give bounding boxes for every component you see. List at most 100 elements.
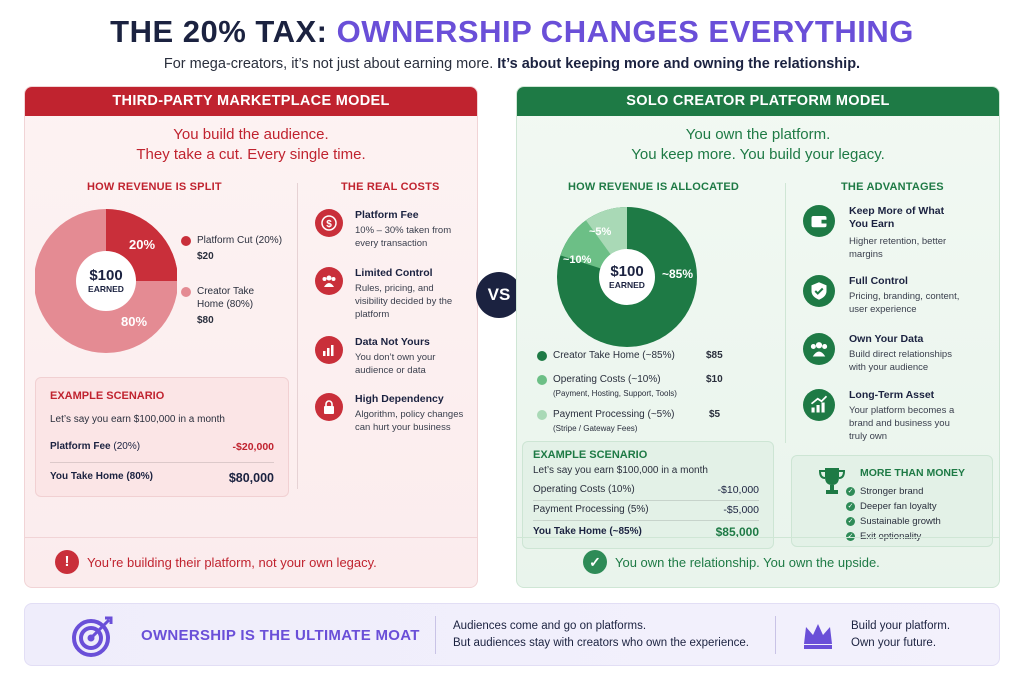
pie-center-label: $100 EARNED — [597, 263, 657, 290]
scenario-heading: EXAMPLE SCENARIO — [533, 449, 648, 461]
banner-right-line-2: Own your future. — [851, 637, 937, 649]
solo-heading: SOLO CREATOR PLATFORM MODEL — [517, 87, 999, 116]
check-icon: ✓ — [846, 532, 855, 541]
solo-footer: ✓ You own the relationship. You own the … — [517, 537, 999, 587]
scenario-row-take-home: You Take Home (~85%) — [533, 526, 642, 537]
banner-divider — [775, 616, 776, 654]
legend-creator-take-home: Creator Take Home (80%) $80 — [181, 285, 273, 327]
scenario-separator — [50, 462, 274, 463]
check-icon: ✓ — [846, 487, 855, 496]
scenario-separator — [533, 500, 759, 501]
revenue-allocation-pie — [557, 207, 697, 347]
pie-hole — [599, 249, 655, 305]
creator-slice-pct: ~85% — [662, 267, 694, 281]
row-label: Platform Fee — [50, 441, 111, 452]
scenario-intro: Let’s say you earn $100,000 in a month — [533, 465, 708, 476]
more-than-money-heading: MORE THAN MONEY — [860, 467, 965, 479]
pie-center-amount: $100 — [610, 263, 644, 280]
cost-desc: Rules, pricing, and visibility decided b… — [355, 283, 453, 320]
solo-footer-text: You own the relationship. You own the up… — [615, 555, 880, 570]
legend-value-creator: $85 — [706, 350, 723, 361]
pie-center-caption: EARNED — [609, 280, 645, 290]
marketplace-scenario: EXAMPLE SCENARIO Let’s say you earn $100… — [35, 377, 289, 497]
pie-center-caption: EARNED — [88, 284, 124, 294]
legend-label: Payment Processing (~5%) — [553, 409, 675, 420]
cost-title: High Dependency — [355, 393, 444, 405]
cost-desc: Algorithm, policy changes can hurt your … — [355, 409, 464, 433]
legend-sub: (Payment, Hosting, Support, Tools) — [553, 389, 677, 398]
legend-value-ops: $10 — [706, 374, 723, 385]
shield-check-icon — [803, 275, 835, 307]
vs-badge: VS — [476, 272, 522, 318]
advantage-title: Long-Term Asset — [849, 389, 935, 401]
trophy-icon — [818, 468, 846, 494]
target-icon — [72, 616, 113, 657]
page-title: THE 20% TAX: OWNERSHIP CHANGES EVERYTHIN… — [0, 14, 1024, 50]
advantage-desc: Your platform becomes a brand and busine… — [849, 405, 955, 442]
svg-text:$: $ — [326, 219, 332, 230]
growth-chart-icon — [803, 389, 835, 421]
cost-title: Platform Fee — [355, 209, 419, 221]
ownership-banner: OWNERSHIP IS THE ULTIMATE MOAT Audiences… — [24, 603, 1000, 666]
legend-payment-processing: Payment Processing (~5%) (Stripe / Gatew… — [537, 408, 737, 435]
people-icon — [803, 333, 835, 365]
tagline-line-1: You build the audience. — [173, 126, 329, 143]
benefit-text: Exit optionality — [860, 531, 922, 542]
more-than-money-box: MORE THAN MONEY ✓ Stronger brand ✓ Deeper … — [791, 455, 993, 547]
lock-icon — [315, 393, 343, 421]
scenario-row-platform-fee: Platform Fee (20%) — [50, 441, 140, 452]
check-icon: ✓ — [846, 502, 855, 511]
marketplace-footer: ! You’re building their platform, not yo… — [25, 537, 477, 587]
cost-desc: 10% – 30% taken from every transaction — [355, 225, 452, 249]
advantages-heading: THE ADVANTAGES — [841, 181, 944, 193]
legend-operating-costs: Operating Costs (~10%) (Payment, Hosting… — [537, 373, 737, 400]
legend-sub: (Stripe / Gateway Fees) — [553, 424, 638, 433]
chart-icon — [315, 336, 343, 364]
row-pct: (20%) — [113, 441, 141, 452]
solo-tagline: You own the platform. You keep more. You… — [517, 125, 999, 165]
moat-heading: OWNERSHIP IS THE ULTIMATE MOAT — [141, 627, 420, 644]
wallet-icon — [803, 205, 835, 237]
revenue-split-heading: HOW REVENUE IS SPLIT — [87, 181, 222, 193]
scenario-intro: Let’s say you earn $100,000 in a month — [50, 414, 225, 425]
column-divider — [297, 183, 298, 489]
banner-divider — [435, 616, 436, 654]
legend-dot — [181, 236, 191, 246]
pie-center-amount: $100 — [89, 267, 123, 284]
advantage-desc: Pricing, branding, content, user experie… — [849, 291, 960, 315]
banner-right-text: Build your platform. Own your future. — [851, 618, 950, 652]
tagline-line-2: They take a cut. Every single time. — [136, 146, 366, 163]
subtitle-part-2: It’s about keeping more and owning the r… — [497, 56, 861, 72]
creator-slice-pct: 80% — [121, 314, 148, 329]
solo-platform-panel: SOLO CREATOR PLATFORM MODEL You own the … — [516, 86, 1000, 588]
people-icon — [315, 267, 343, 295]
advantage-desc: Higher retention, better margins — [849, 236, 947, 260]
tagline-line-2: You keep more. You build your legacy. — [631, 146, 885, 163]
subtitle-part-1: For mega-creators, it’s not just about e… — [163, 56, 494, 72]
benefit-item: ✓ Sustainable growth — [846, 516, 941, 527]
title-part-2: OWNERSHIP CHANGES EVERYTHING — [336, 14, 914, 49]
scenario-value-platform-fee: -$20,000 — [232, 441, 274, 453]
legend-label: Platform Cut (20%) — [197, 235, 283, 246]
tagline-line-1: You own the platform. — [685, 126, 831, 143]
legend-label: Creator Take Home (80%) — [197, 286, 255, 310]
check-circle-icon: ✓ — [583, 550, 607, 574]
scenario-value-payment: -$5,000 — [723, 504, 759, 516]
advantage-title: Full Control — [849, 275, 908, 287]
legend-dot — [181, 287, 191, 297]
banner-middle-text: Audiences come and go on platforms. But … — [453, 618, 749, 652]
benefit-text: Stronger brand — [860, 486, 924, 497]
marketplace-tagline: You build the audience. They take a cut.… — [25, 125, 477, 165]
scenario-row-payment: Payment Processing (5%) — [533, 504, 649, 515]
revenue-allocated-heading: HOW REVENUE IS ALLOCATED — [568, 181, 740, 193]
dollar-icon: $ — [315, 209, 343, 237]
benefit-item: ✓ Deeper fan loyalty — [846, 501, 937, 512]
legend-dot — [537, 375, 547, 385]
marketplace-panel: THIRD-PARTY MARKETPLACE MODEL You build … — [24, 86, 478, 588]
legend-value: $80 — [197, 315, 214, 326]
platform-slice-pct: 20% — [129, 237, 156, 252]
legend-value-pay: $5 — [709, 409, 721, 420]
pie-hole — [76, 251, 136, 311]
legend-dot — [537, 351, 547, 361]
banner-middle-line-2: But audiences stay with creators who own… — [453, 637, 749, 649]
